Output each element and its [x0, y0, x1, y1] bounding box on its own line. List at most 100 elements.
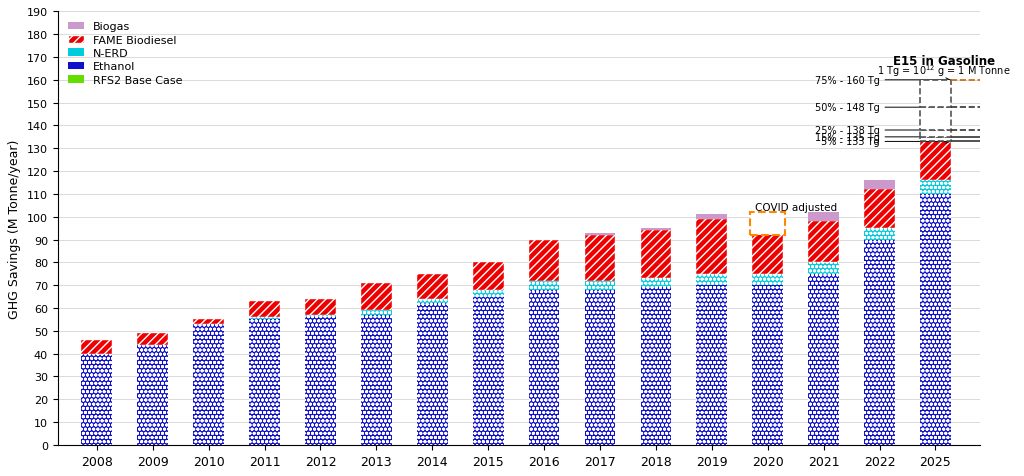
Bar [473, 336, 504, 445]
Bar [751, 213, 785, 236]
Bar [473, 336, 504, 445]
Bar [585, 281, 615, 290]
Bar [808, 274, 839, 445]
Bar [194, 324, 224, 445]
Bar [920, 131, 951, 138]
Bar [361, 315, 392, 445]
Bar [585, 236, 615, 281]
Bar [641, 228, 672, 231]
Bar [864, 233, 895, 445]
Bar [920, 181, 951, 445]
Bar [528, 308, 559, 445]
Bar [641, 288, 672, 445]
Text: 25% - 138 Tg: 25% - 138 Tg [815, 126, 949, 136]
Bar [808, 274, 839, 445]
Bar [305, 317, 336, 445]
Bar [585, 233, 615, 236]
Bar [417, 299, 447, 304]
Bar [808, 213, 839, 222]
Bar [361, 311, 392, 315]
Bar [920, 195, 951, 445]
Bar [696, 268, 727, 445]
Bar [920, 142, 951, 181]
Bar [82, 340, 113, 354]
Text: 5% - 133 Tg: 5% - 133 Tg [821, 137, 949, 147]
Bar [864, 190, 895, 228]
Text: 1 Tg = $10^{12}$ g = 1 M Tonne: 1 Tg = $10^{12}$ g = 1 M Tonne [877, 62, 1011, 79]
Bar [249, 317, 280, 320]
Bar [473, 297, 504, 445]
Bar [920, 138, 951, 142]
Bar [82, 354, 113, 445]
Bar [417, 299, 447, 304]
Bar [194, 388, 224, 445]
Text: E15 in Gasoline: E15 in Gasoline [893, 55, 995, 68]
Bar [249, 320, 280, 445]
Bar [696, 286, 727, 445]
Bar [808, 247, 839, 445]
Bar [920, 181, 951, 195]
Bar [249, 301, 280, 317]
Bar [753, 274, 783, 286]
Bar [585, 290, 615, 445]
Bar [641, 290, 672, 445]
Bar [585, 290, 615, 445]
Bar [528, 308, 559, 445]
Bar [585, 233, 615, 236]
Bar [417, 358, 447, 445]
Bar [696, 215, 727, 219]
Bar [473, 297, 504, 445]
Text: 50% - 148 Tg: 50% - 148 Tg [815, 103, 949, 113]
Bar [696, 286, 727, 445]
Bar [82, 422, 113, 445]
Bar [753, 245, 783, 445]
Bar [305, 299, 336, 315]
Bar [361, 311, 392, 315]
Bar [753, 286, 783, 445]
Bar [305, 370, 336, 445]
Bar [920, 138, 951, 142]
Bar [305, 370, 336, 445]
Bar [696, 274, 727, 286]
Bar [249, 320, 280, 445]
Bar [528, 240, 559, 281]
Bar [585, 290, 615, 445]
Bar [528, 281, 559, 290]
Bar [641, 231, 672, 279]
Bar [920, 80, 951, 108]
Bar [82, 422, 113, 445]
Legend: Biogas, FAME Biodiesel, N-ERD, Ethanol, RFS2 Base Case: Biogas, FAME Biodiesel, N-ERD, Ethanol, … [63, 18, 187, 90]
Bar [864, 228, 895, 240]
Bar [585, 281, 615, 290]
Bar [361, 315, 392, 445]
Bar [864, 240, 895, 445]
Bar [137, 333, 168, 345]
Bar [641, 288, 672, 445]
Bar [696, 274, 727, 286]
Bar [864, 240, 895, 445]
Bar [249, 379, 280, 445]
Bar [82, 354, 113, 445]
Bar [305, 315, 336, 317]
Bar [753, 217, 783, 224]
Bar [194, 388, 224, 445]
Bar [696, 219, 727, 274]
Bar [753, 286, 783, 445]
Bar [920, 108, 951, 131]
Bar [753, 274, 783, 286]
Bar [417, 304, 447, 445]
Bar [753, 245, 783, 445]
Bar [249, 379, 280, 445]
Bar [808, 222, 839, 263]
Bar [194, 324, 224, 445]
Bar [305, 315, 336, 317]
Bar [249, 317, 280, 320]
Bar [920, 181, 951, 195]
Bar [473, 263, 504, 290]
Bar [808, 263, 839, 274]
Bar [641, 279, 672, 288]
Bar [585, 290, 615, 445]
Bar [305, 317, 336, 445]
Bar [808, 247, 839, 445]
Bar [473, 290, 504, 297]
